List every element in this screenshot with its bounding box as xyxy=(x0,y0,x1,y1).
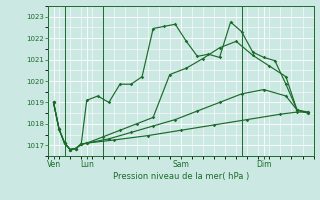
X-axis label: Pression niveau de la mer( hPa ): Pression niveau de la mer( hPa ) xyxy=(113,172,249,181)
